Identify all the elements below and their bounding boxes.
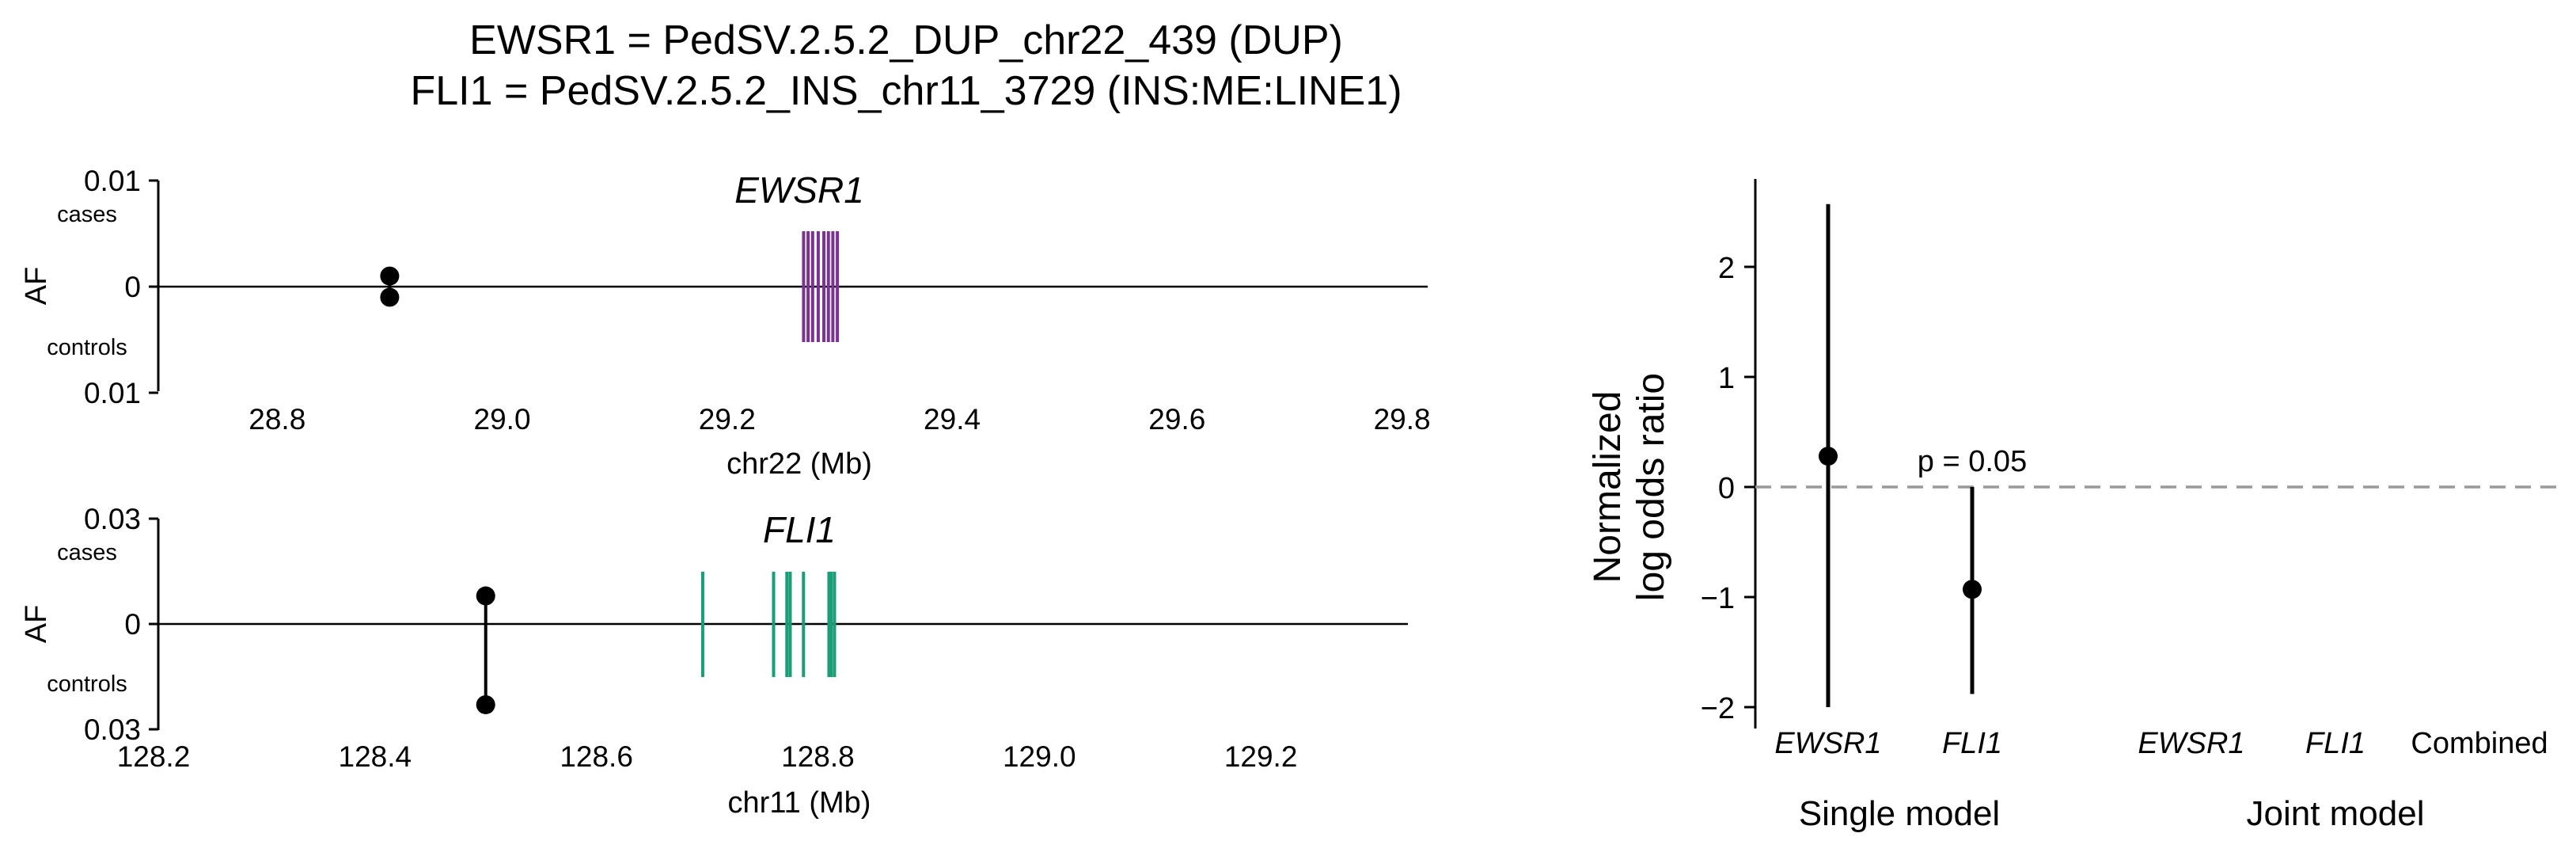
- y-tick-label: 0: [1718, 472, 1735, 505]
- x-tick-label: 129.2: [1224, 740, 1298, 773]
- y-tick-label: 0.01: [84, 377, 141, 409]
- p-value-annotation: p = 0.05: [1918, 445, 2027, 478]
- ewsr1-locus-panel: EWSR1 AF chr22 (Mb) 0.01 cases 0 0.01 contro…: [20, 165, 1431, 481]
- x-tick-label: 128.6: [560, 740, 633, 773]
- group-label-single-model: Single model: [1799, 794, 2000, 833]
- y-axis-label: AF: [20, 267, 53, 306]
- x-tick-label: 29.2: [699, 403, 756, 436]
- category-label: Combined: [2411, 727, 2548, 760]
- association-panel: Normalized log odds ratio Single model J…: [1587, 179, 2560, 833]
- x-tick-label: 29.0: [474, 403, 531, 436]
- x-tick-label: 28.8: [248, 403, 305, 436]
- x-tick-label: 128.2: [117, 740, 191, 773]
- y-tick-label: 2: [1718, 252, 1735, 285]
- y-axis-label-line2: log odds ratio: [1630, 373, 1672, 601]
- sv-controls-point: [476, 694, 495, 714]
- y-tick-sublabel: cases: [57, 540, 117, 565]
- gene-label-fli1: FLI1: [763, 509, 836, 550]
- y-axis-label-line1: Normalized: [1587, 391, 1629, 584]
- x-tick-label: 29.6: [1148, 403, 1205, 436]
- y-tick-label: 0: [124, 608, 141, 641]
- estimate-point: [1819, 447, 1838, 466]
- sv-cases-point: [476, 586, 495, 606]
- gene-label-ewsr1: EWSR1: [734, 169, 864, 211]
- estimate-point: [1963, 580, 1982, 599]
- y-tick-label: 0.03: [84, 713, 141, 746]
- y-tick-sublabel: controls: [47, 671, 127, 697]
- y-tick-label: 1: [1718, 362, 1735, 395]
- figure-title-line2: FLI1 = PedSV.2.5.2_INS_chr11_3729 (INS:M…: [410, 68, 1402, 114]
- category-label: FLI1: [1942, 727, 2002, 760]
- sv-controls-point: [380, 287, 400, 307]
- x-axis-label: chr11 (Mb): [728, 786, 871, 820]
- x-tick-label: 129.0: [1003, 740, 1076, 773]
- category-label: EWSR1: [2138, 727, 2244, 760]
- x-tick-label: 29.4: [924, 403, 981, 436]
- y-tick-label: 0.03: [84, 503, 141, 535]
- x-tick-label: 29.8: [1374, 403, 1431, 436]
- sv-cases-point: [380, 266, 400, 286]
- category-label: FLI1: [2305, 727, 2365, 760]
- group-label-joint-model: Joint model: [2246, 794, 2424, 833]
- x-tick-label: 128.4: [339, 740, 412, 773]
- category-label: EWSR1: [1774, 727, 1881, 760]
- y-tick-label: 0: [124, 271, 141, 303]
- x-tick-label: 128.8: [781, 740, 855, 773]
- y-tick-sublabel: cases: [57, 202, 117, 227]
- y-tick-sublabel: controls: [47, 335, 127, 360]
- y-tick-label: 0.01: [84, 165, 141, 197]
- y-axis-label: AF: [20, 605, 53, 644]
- x-axis-label: chr22 (Mb): [727, 447, 872, 481]
- y-tick-label: −2: [1701, 692, 1735, 725]
- y-tick-label: −1: [1701, 582, 1735, 615]
- fli1-locus-panel: FLI1 AF chr11 (Mb) 0.03 cases 0 0.03 control…: [20, 503, 1408, 820]
- figure-title-line1: EWSR1 = PedSV.2.5.2_DUP_chr22_439 (DUP): [469, 17, 1343, 63]
